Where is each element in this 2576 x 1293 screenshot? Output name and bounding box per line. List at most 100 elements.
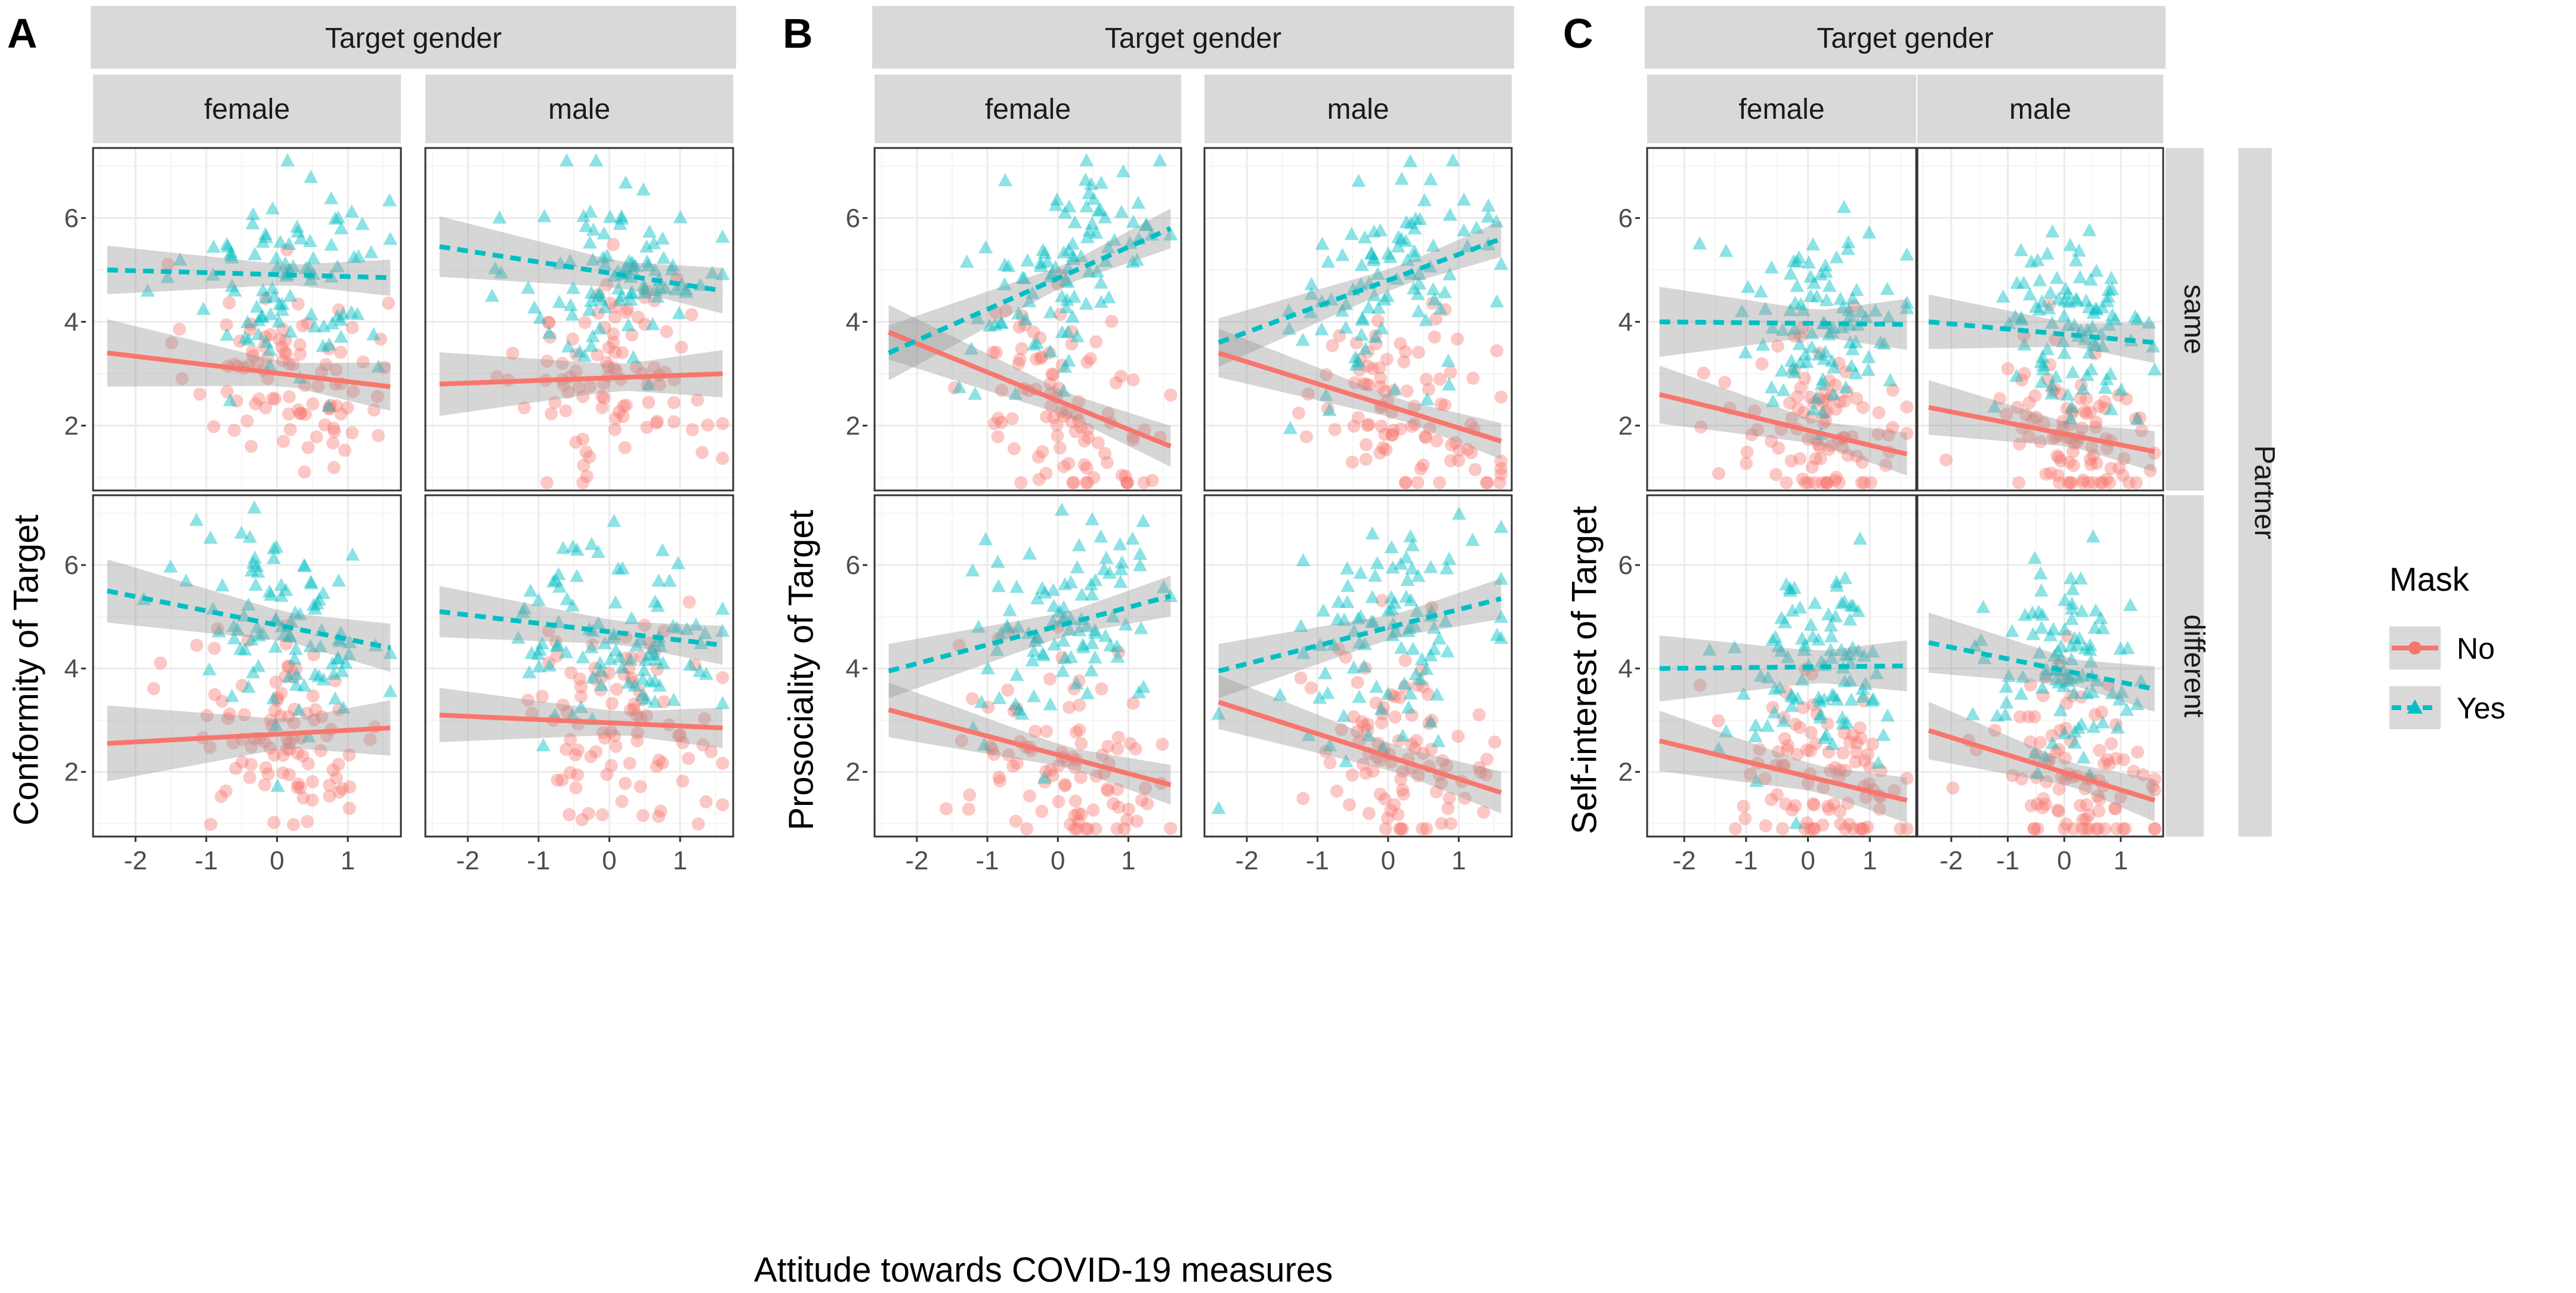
panel-b-male-same-frame <box>1203 147 1513 492</box>
point-yes <box>2032 645 2047 659</box>
point-yes <box>1132 558 1147 572</box>
point-no <box>576 476 590 489</box>
point-yes <box>556 541 571 554</box>
point-yes <box>614 288 629 302</box>
point-no <box>962 803 975 816</box>
point-no <box>1434 397 1448 411</box>
gender-strip-male-c <box>1917 75 2163 143</box>
point-yes <box>1805 629 1820 643</box>
point-no <box>1043 672 1057 686</box>
point-no <box>282 736 296 750</box>
point-no <box>1828 474 1842 487</box>
point-no <box>600 356 613 369</box>
point-no <box>1803 744 1817 758</box>
point-yes <box>1037 585 1052 599</box>
point-no <box>1866 737 1880 751</box>
point-yes <box>2083 643 2098 656</box>
point-no <box>338 443 352 457</box>
point-yes <box>531 593 546 606</box>
point-yes <box>548 573 563 587</box>
point-yes <box>1113 575 1128 588</box>
point-no <box>2080 798 2093 811</box>
point-yes <box>1481 198 1496 212</box>
point-yes <box>289 677 304 691</box>
point-no <box>1796 701 1810 715</box>
point-no <box>992 412 1005 425</box>
point-no <box>607 237 620 251</box>
point-yes <box>250 619 265 633</box>
point-yes <box>249 558 264 572</box>
point-yes <box>1385 628 1400 641</box>
point-yes <box>1748 718 1763 732</box>
point-yes <box>598 300 613 313</box>
point-no <box>2027 822 2041 835</box>
point-yes <box>2067 631 2082 644</box>
point-yes <box>679 285 694 298</box>
point-no <box>2030 411 2043 424</box>
point-yes <box>2103 366 2118 380</box>
point-no <box>2092 822 2105 835</box>
point-yes <box>1849 283 1864 297</box>
point-yes <box>2101 289 2115 303</box>
partner-strip <box>2238 148 2272 837</box>
point-yes <box>648 282 663 296</box>
point-no <box>2098 394 2111 408</box>
point-no <box>2051 468 2065 482</box>
point-yes <box>1829 578 1844 592</box>
point-no <box>574 680 588 693</box>
point-no <box>1900 822 1914 835</box>
point-no <box>2105 737 2118 751</box>
point-no <box>1821 717 1834 731</box>
point-yes <box>1834 320 1849 334</box>
point-no <box>1117 822 1131 835</box>
point-yes <box>292 702 307 716</box>
point-no <box>291 297 305 311</box>
point-yes <box>335 306 350 320</box>
point-no <box>219 784 233 798</box>
point-no <box>989 345 1003 359</box>
point-no <box>289 662 303 676</box>
panel-b-female-same-frame <box>873 147 1182 492</box>
point-yes <box>2057 293 2072 307</box>
point-yes <box>1801 255 1816 269</box>
point-yes <box>623 652 638 666</box>
point-yes <box>1340 595 1355 609</box>
point-yes <box>2101 317 2116 331</box>
point-yes <box>964 341 979 355</box>
point-yes <box>658 280 673 294</box>
point-yes <box>614 660 629 674</box>
point-no <box>306 397 320 411</box>
point-yes <box>1369 680 1384 693</box>
point-yes <box>575 650 590 664</box>
point-yes <box>1211 706 1226 720</box>
point-yes <box>2044 386 2059 400</box>
point-yes <box>2044 316 2059 329</box>
point-no <box>193 387 206 401</box>
point-yes <box>1803 289 1818 303</box>
point-yes <box>621 317 636 331</box>
point-no <box>2075 476 2089 489</box>
point-no <box>1083 352 1097 366</box>
point-no <box>1369 337 1383 351</box>
point-no <box>1345 455 1359 469</box>
point-no <box>2047 382 2061 396</box>
point-yes <box>1322 403 1337 416</box>
point-no <box>620 302 634 316</box>
point-no <box>1441 801 1455 815</box>
point-yes <box>1835 710 1850 724</box>
point-yes <box>2130 411 2145 425</box>
point-yes <box>2089 302 2104 316</box>
point-yes <box>1048 260 1063 273</box>
point-no <box>1828 761 1842 774</box>
point-no <box>1074 807 1088 821</box>
point-no <box>1164 388 1178 402</box>
point-yes <box>1818 258 1833 271</box>
point-no <box>1821 800 1834 813</box>
point-no <box>1045 367 1059 381</box>
point-yes <box>1880 708 1895 722</box>
gender-label-female-c: female <box>1738 94 1824 125</box>
point-yes <box>968 387 983 400</box>
point-yes <box>1469 220 1484 234</box>
point-yes <box>1426 238 1441 252</box>
point-no <box>363 733 377 746</box>
